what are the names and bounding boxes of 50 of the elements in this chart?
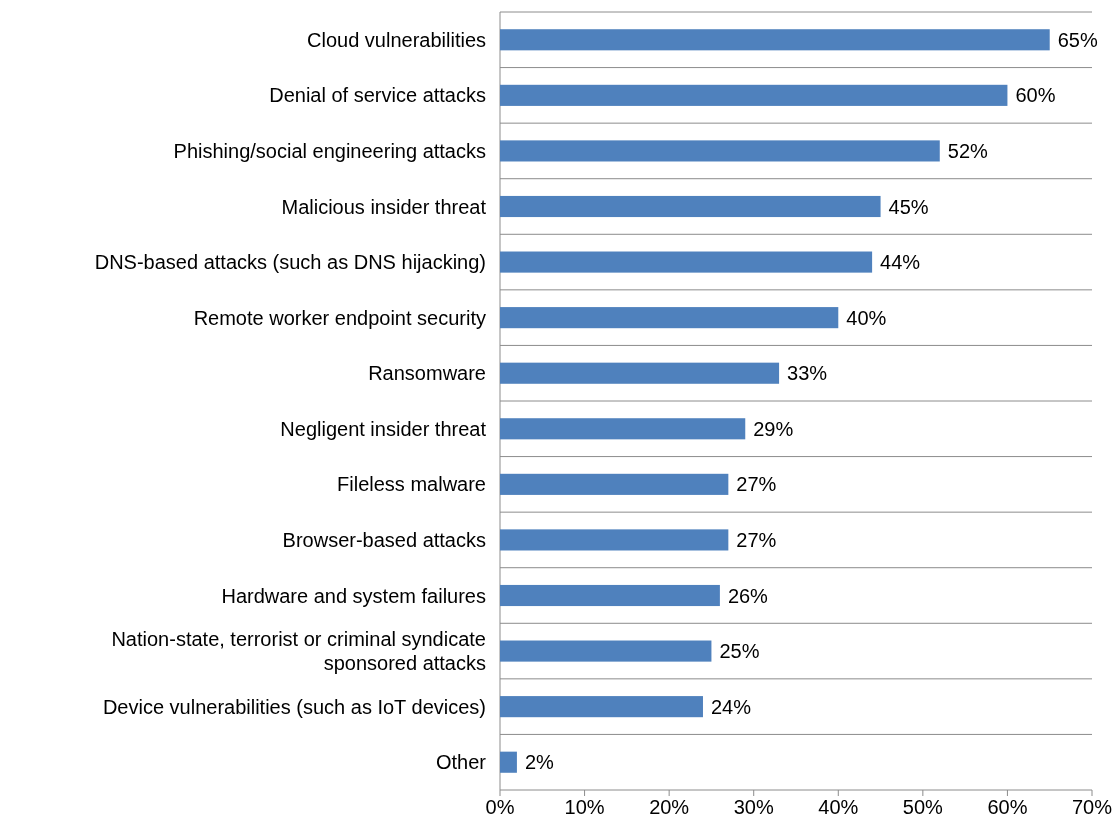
y-tick-label: Malicious insider threat (281, 195, 487, 218)
data-label: 60% (1015, 84, 1056, 107)
y-tick-label: Ransomware (368, 362, 486, 385)
bar (500, 418, 746, 440)
y-tick-label: Remote worker endpoint security (193, 306, 486, 329)
bar (500, 751, 517, 773)
x-tick-label: 20% (649, 796, 690, 818)
data-label: 2% (524, 751, 555, 774)
y-tick-label: Denial of service attacks (269, 84, 486, 107)
data-label: 27% (736, 528, 777, 551)
bar (500, 251, 873, 273)
y-tick-label: Hardware and system failures (221, 584, 486, 607)
bar (500, 362, 780, 384)
bar (500, 696, 703, 718)
y-tick-label: DNS-based attacks (such as DNS hijacking) (94, 251, 486, 274)
data-label: 29% (753, 417, 794, 440)
y-tick-label: Cloud vulnerabilities (307, 28, 486, 51)
x-tick-label: 30% (733, 796, 774, 818)
y-tick-label: Fileless malware (337, 473, 486, 496)
x-tick-label: 50% (902, 796, 944, 818)
data-label: 27% (736, 473, 777, 496)
bar (500, 529, 729, 551)
bar (500, 29, 1050, 51)
x-tick-label: 60% (987, 796, 1028, 818)
y-tick-label: Nation-state, terrorist or criminal syndicate sponsored attacks (111, 628, 486, 675)
bar (500, 195, 881, 218)
y-tick-label: Negligent insider threat (280, 417, 487, 440)
data-label: 44% (880, 251, 921, 274)
data-label: 33% (787, 362, 828, 385)
data-label: 52% (947, 139, 989, 162)
bar (500, 584, 720, 607)
y-tick-label: Phishing/social engineering attacks (173, 139, 486, 162)
bar (500, 140, 940, 162)
data-label: 45% (888, 195, 929, 218)
data-label: 26% (727, 584, 769, 607)
bar (500, 307, 839, 329)
bar (500, 84, 1008, 106)
x-tick-label: 70% (1071, 796, 1113, 818)
x-tick-label: 0% (485, 796, 515, 818)
data-label: 40% (846, 306, 887, 329)
data-label: 65% (1057, 28, 1098, 51)
bar (500, 640, 712, 662)
y-tick-label: Device vulnerabilities (such as IoT devices) (102, 695, 486, 718)
y-tick-label: Other (435, 751, 487, 774)
data-label: 24% (710, 695, 752, 718)
x-tick-label: 10% (564, 796, 605, 818)
x-tick-label: 40% (818, 796, 859, 818)
data-label: 25% (719, 640, 760, 663)
bar (500, 473, 729, 495)
y-tick-label: Browser-based attacks (282, 528, 486, 551)
